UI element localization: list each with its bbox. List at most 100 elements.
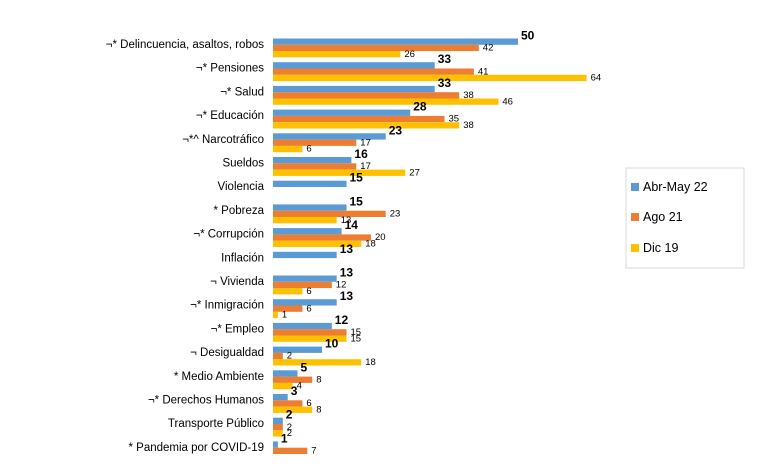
value-label-ago-21-pensiones: 41 [478,66,489,77]
value-label-ago-21-pandemia-por-covid-19: 7 [311,446,316,457]
legend-label-abr-may-22: Abr-May 22 [643,180,708,194]
bar-ago-21-corrupcion [273,234,371,241]
category-label-salud: ¬* Salud [220,86,264,98]
value-label-dic-19-vivienda: 6 [306,286,311,297]
category-label-derechos-humanos: ¬* Derechos Humanos [148,395,264,407]
value-label-ago-21-inmigracion: 6 [306,303,311,314]
legend-swatch-ago-21 [631,213,639,221]
category-label-medio-ambiente: * Medio Ambiente [174,371,264,383]
value-label-abr-may-22-salud: 33 [438,76,452,90]
bar-abr-may-22-pobreza [273,204,347,211]
value-label-abr-may-22-educacion: 28 [413,100,427,114]
value-label-abr-may-22-derechos-humanos: 3 [291,384,298,398]
value-label-ago-21-corrupcion: 20 [375,232,386,243]
bar-ago-21-pandemia-por-covid-19 [273,447,308,454]
bar-ago-21-transporte-publico [273,424,283,431]
bar-abr-may-22-corrupcion [273,228,342,235]
value-label-ago-21-desigualdad: 2 [287,351,292,362]
bar-abr-may-22-pandemia-por-covid-19 [273,441,278,448]
bar-dic-19-inmigracion [273,311,278,319]
bar-abr-may-22-educacion [273,109,411,116]
bar-dic-19-pensiones [273,74,587,82]
value-label-dic-19-sueldos: 27 [409,167,420,178]
value-label-abr-may-22-corrupcion: 14 [345,218,359,232]
bar-abr-may-22-inflacion [273,251,337,259]
bar-abr-may-22-narcotrafico [273,133,386,140]
bar-dic-19-transporte-publico [273,430,283,437]
bar-ago-21-empleo [273,329,347,336]
bar-dic-19-educacion [273,122,460,129]
category-label-vivienda: ¬ Vivienda [210,276,264,288]
bar-ago-21-salud [273,92,460,99]
value-label-abr-may-22-pandemia-por-covid-19: 1 [281,431,288,445]
bar-abr-may-22-empleo [273,322,332,330]
legend-swatch-dic-19 [631,244,639,252]
value-label-dic-19-pensiones: 64 [591,73,602,84]
legend: Abr-May 22 Ago 21 Dic 19 [625,167,745,269]
category-label-sueldos: Sueldos [222,158,264,170]
category-label-inflacion: Inflación [221,252,264,264]
category-label-empleo: ¬* Empleo [211,323,264,335]
bar-abr-may-22-inmigracion [273,299,337,306]
bar-abr-may-22-medio-ambiente [273,370,298,377]
value-label-abr-may-22-desigualdad: 10 [325,337,339,351]
bar-ago-21-medio-ambiente [273,376,313,383]
bar-ago-21-inmigracion [273,305,303,312]
bar-dic-19-pobreza [273,217,337,224]
bar-ago-21-educacion [273,115,445,123]
value-label-dic-19-desigualdad: 18 [365,357,376,368]
value-label-dic-19-corrupcion: 18 [365,239,376,250]
bar-dic-19-delincuencia-asaltos-robos [273,51,401,58]
value-label-ago-21-narcotrafico: 17 [360,137,371,148]
bar-ago-21-delincuencia-asaltos-robos [273,44,479,52]
value-label-dic-19-empleo: 15 [351,333,362,344]
category-label-pensiones: ¬* Pensiones [196,63,264,75]
bar-ago-21-derechos-humanos [273,400,303,407]
value-label-ago-21-transporte-publico: 2 [287,422,292,433]
legend-label-ago-21: Ago 21 [643,210,683,224]
bar-ago-21-pensiones [273,68,474,75]
value-label-dic-19-salud: 46 [502,96,513,107]
value-label-abr-may-22-delincuencia-asaltos-robos: 50 [521,29,535,43]
legend-box [625,167,745,269]
value-label-abr-may-22-inflacion: 13 [340,242,354,256]
bar-ago-21-narcotrafico [273,139,357,146]
category-label-educacion: ¬* Educación [196,110,264,122]
value-label-ago-21-vivienda: 12 [336,280,347,291]
value-label-abr-may-22-violencia: 15 [350,171,364,185]
value-label-dic-19-derechos-humanos: 8 [316,404,321,415]
category-labels: ¬* Delincuencia, asaltos, robos ¬* Pensio… [106,39,265,454]
category-label-desigualdad: ¬ Desigualdad [190,347,264,359]
value-label-abr-may-22-empleo: 12 [335,313,349,327]
bar-ago-21-vivienda [273,281,332,289]
bar-abr-may-22-delincuencia-asaltos-robos [273,38,518,45]
bar-abr-may-22-sueldos [273,157,352,164]
category-label-inmigracion: ¬* Inmigración [190,300,264,312]
legend-swatch-abr-may-22 [631,183,639,191]
bar-ago-21-pobreza [273,210,386,217]
category-label-transporte-publico: Transporte Público [168,418,264,430]
bar-abr-may-22-salud [273,85,435,93]
bar-dic-19-narcotrafico [273,145,303,153]
value-label-abr-may-22-transporte-publico: 2 [286,408,293,422]
bar-abr-may-22-derechos-humanos [273,394,288,401]
value-label-ago-21-delincuencia-asaltos-robos: 42 [483,43,494,54]
legend-label-dic-19: Dic 19 [643,241,678,255]
value-label-dic-19-educacion: 38 [463,120,474,131]
bar-abr-may-22-transporte-publico [273,417,283,424]
bar-dic-19-desigualdad [273,359,362,366]
bar-abr-may-22-desigualdad [273,346,322,353]
value-label-abr-may-22-inmigracion: 13 [340,289,354,303]
value-label-dic-19-narcotrafico: 6 [306,144,311,155]
value-label-ago-21-educacion: 35 [449,114,460,125]
value-label-ago-21-salud: 38 [463,90,474,101]
category-label-pobreza: * Pobreza [213,205,264,217]
bar-dic-19-corrupcion [273,240,362,247]
bars [273,38,587,454]
value-label-abr-may-22-pobreza: 15 [350,194,364,208]
category-label-violencia: Violencia [218,181,265,193]
value-label-dic-19-medio-ambiente: 4 [297,381,302,392]
value-label-abr-may-22-pensiones: 33 [438,52,452,66]
